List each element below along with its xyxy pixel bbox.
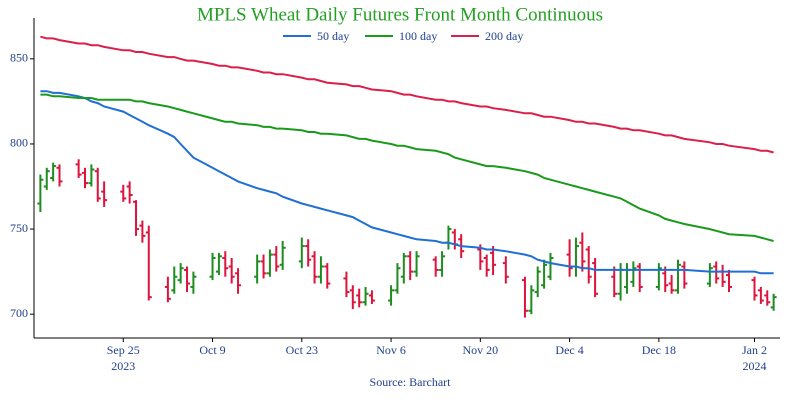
ma-line: [40, 35, 774, 154]
y-tick-label: 750: [10, 221, 28, 235]
x-tick-label: Oct 23: [286, 343, 318, 357]
y-tick-label: 700: [10, 306, 28, 320]
x-tick-label: Sep 25: [107, 343, 140, 357]
x-tick-label: Dec 4: [555, 343, 583, 357]
source-note: Source: Barchart: [370, 375, 452, 389]
x-tick-year: 2024: [742, 359, 766, 373]
legend-label: 200 day: [485, 29, 523, 43]
ma-line: [40, 93, 774, 242]
legend-label: 50 day: [317, 29, 349, 43]
x-tick-label: Jan 2: [742, 343, 767, 357]
chart-title: MPLS Wheat Daily Futures Front Month Con…: [197, 4, 603, 25]
x-tick-label: Oct 9: [199, 343, 225, 357]
x-tick-year: 2023: [111, 359, 135, 373]
x-tick-label: Dec 18: [642, 343, 676, 357]
y-tick-label: 800: [10, 136, 28, 150]
x-tick-label: Nov 6: [376, 343, 406, 357]
x-tick-label: Nov 20: [462, 343, 498, 357]
ma-line: [40, 90, 774, 275]
y-tick-label: 850: [10, 51, 28, 65]
legend-label: 100 day: [399, 29, 437, 43]
